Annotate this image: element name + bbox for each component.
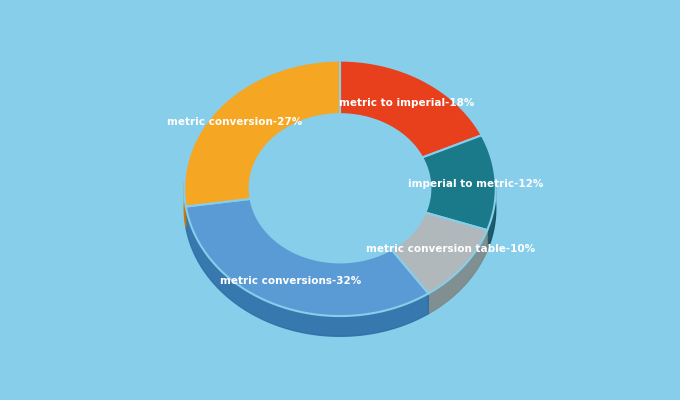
Polygon shape xyxy=(186,206,428,336)
Polygon shape xyxy=(422,135,496,230)
Polygon shape xyxy=(428,230,487,314)
Text: imperial to metric-12%: imperial to metric-12% xyxy=(408,178,543,188)
Text: metric to imperial-18%: metric to imperial-18% xyxy=(339,98,474,108)
Polygon shape xyxy=(391,212,426,270)
Polygon shape xyxy=(250,199,391,283)
Polygon shape xyxy=(426,180,430,233)
Polygon shape xyxy=(391,212,487,294)
Polygon shape xyxy=(487,181,496,250)
Text: metric conversions-32%: metric conversions-32% xyxy=(220,276,361,286)
Polygon shape xyxy=(340,60,481,158)
Polygon shape xyxy=(186,199,428,316)
Polygon shape xyxy=(184,182,186,227)
Text: metric conversion-27%: metric conversion-27% xyxy=(167,117,302,127)
Text: metric conversion table-10%: metric conversion table-10% xyxy=(366,244,535,254)
Polygon shape xyxy=(184,60,340,206)
